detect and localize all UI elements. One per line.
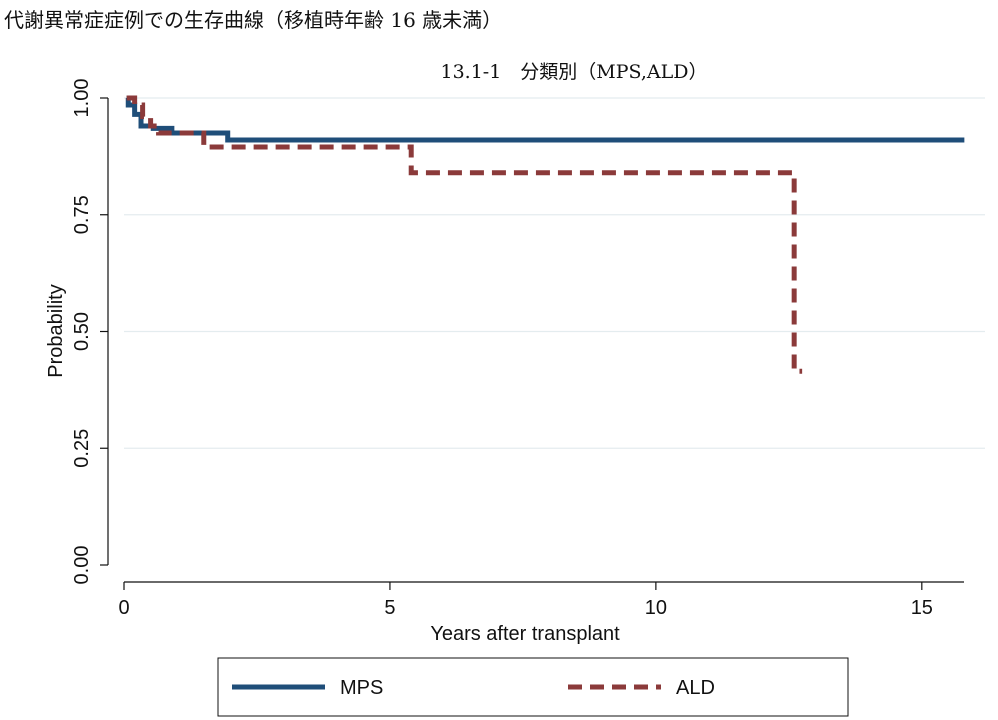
y-tick-label: 0.25: [71, 429, 93, 468]
legend: MPS ALD: [232, 677, 715, 699]
x-tick-label: 0: [118, 597, 129, 619]
x-tick-label: 5: [384, 597, 395, 619]
legend-label-ald: ALD: [676, 677, 715, 699]
x-axis-label: Years after transplant: [430, 623, 620, 645]
y-axis-ticks: 0.00 0.25 0.50 0.75 1.00: [71, 79, 108, 585]
legend-label-mps: MPS: [340, 677, 383, 699]
y-tick-label: 0.50: [71, 312, 93, 351]
x-tick-label: 15: [911, 597, 933, 619]
y-tick-label: 1.00: [71, 79, 93, 118]
x-tick-label: 10: [645, 597, 667, 619]
gridlines: [124, 97, 985, 449]
page-heading: 代謝異常症症例での生存曲線（移植時年齢 16 歳未満）: [4, 8, 503, 32]
series-line-mps: [125, 95, 965, 143]
series-layer: [125, 95, 965, 374]
x-axis-ticks: 0 5 10 15: [118, 582, 933, 619]
chart-title: 13.1-1 分類別（MPS,ALD）: [440, 61, 707, 83]
y-axis-label: Probability: [45, 284, 67, 377]
y-tick-label: 0.75: [71, 195, 93, 234]
y-tick-label: 0.00: [71, 546, 93, 585]
series-line-ald: [126, 95, 803, 374]
